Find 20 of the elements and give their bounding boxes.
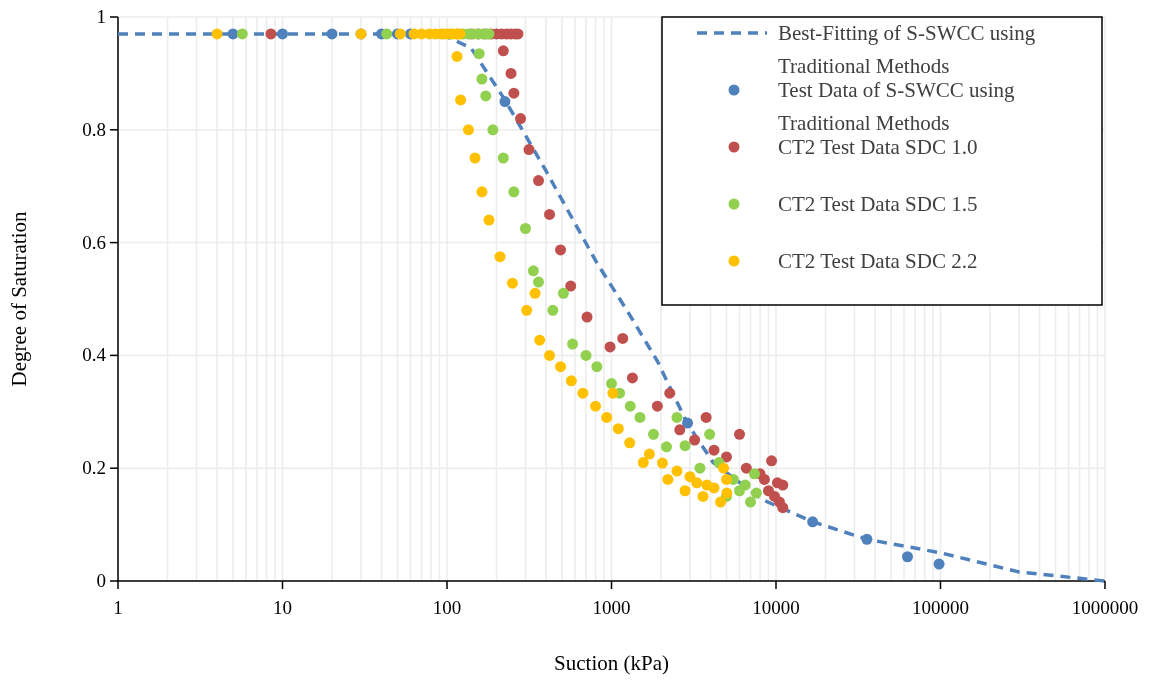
x-tick-label: 100000 — [912, 597, 969, 618]
legend-label: CT2 Test Data SDC 2.2 — [778, 249, 978, 273]
x-tick-label: 1000000 — [1071, 597, 1139, 618]
y-tick-label: 0.6 — [82, 231, 106, 253]
x-tick-label: 10 — [273, 597, 292, 618]
x-tick-label: 1 — [113, 597, 123, 618]
y-tick-label: 0 — [96, 570, 106, 591]
legend-label: Test Data of S-SWCC using Traditional Methods — [778, 78, 1016, 135]
x-axis-title: Suction (kPa) — [554, 651, 669, 675]
x-tick-label: 10000 — [752, 597, 800, 618]
legend-label: CT2 Test Data SDC 1.5 — [778, 192, 978, 216]
y-tick-label: 1 — [96, 6, 106, 27]
x-tick-label: 100 — [432, 597, 462, 618]
x-tick-label: 1000 — [592, 597, 631, 618]
y-tick-label: 0.4 — [82, 344, 107, 366]
y-tick-label: 0.2 — [82, 457, 106, 479]
y-axis-title: Degree of Saturation — [7, 211, 31, 387]
legend-label: Best-Fitting of S-SWCC using Traditional Methods — [778, 21, 1036, 78]
legend-label: CT2 Test Data SDC 1.0 — [778, 135, 978, 159]
y-tick-label: 0.8 — [82, 118, 106, 140]
